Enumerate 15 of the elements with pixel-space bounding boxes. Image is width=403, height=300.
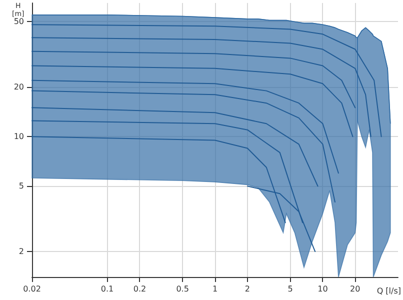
x-tick-label: 1: [212, 284, 218, 294]
y-tick-label: 50: [14, 17, 24, 26]
x-tick-label: 2: [244, 284, 250, 294]
x-tick-label: 0.02: [23, 284, 41, 294]
y-tick-label: 5: [18, 182, 24, 191]
x-tick-label: 10: [318, 284, 328, 294]
y-tick-label: 10: [14, 132, 24, 142]
x-tick-label: 0.5: [176, 284, 189, 294]
x-tick-label: 0.1: [100, 284, 114, 294]
x-tick-label: 0.2: [133, 284, 146, 294]
x-axis-title: Q [l/s]: [376, 286, 402, 296]
y-tick-label: 2: [18, 247, 24, 256]
x-tick-label: 5: [288, 284, 293, 294]
y-tick-label: 20: [14, 82, 24, 92]
x-tick-label: 20: [350, 284, 360, 294]
